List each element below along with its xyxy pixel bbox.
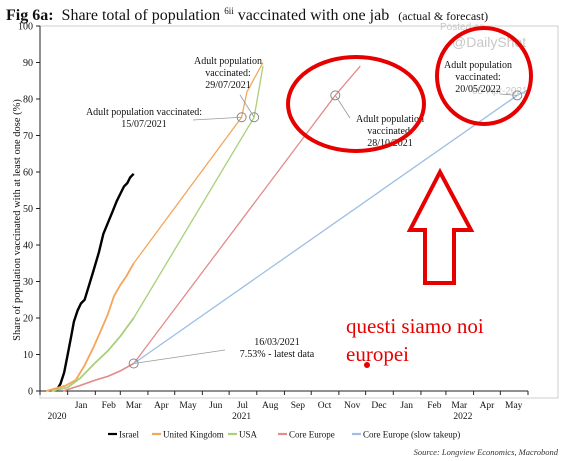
annotation-text: Adult population xyxy=(194,56,262,67)
x-year-label: 2022 xyxy=(453,412,472,422)
x-tick-label: Mar xyxy=(451,401,468,411)
annotation-marker xyxy=(330,90,341,101)
annotation-text: 29/07/2021 xyxy=(205,80,251,91)
y-tick-label: 90 xyxy=(23,58,33,69)
title-text-post: vaccinated with one jab xyxy=(238,7,390,24)
red-arrow-up xyxy=(406,167,475,285)
annotation-text: 16/03/2021 xyxy=(254,337,300,348)
x-tick-label: Nov xyxy=(344,401,361,411)
annotation-text: Adult population vaccinated: xyxy=(86,107,202,118)
red-circle-core-europe xyxy=(286,55,426,153)
y-tick-label: 80 xyxy=(23,95,33,106)
legend-label-core_europe: Core Europe xyxy=(289,430,335,440)
legend-label-israel: Israel xyxy=(119,430,139,440)
x-tick-label: Apr xyxy=(154,401,170,411)
x-tick-label: Feb xyxy=(427,401,442,411)
annotation-text: 7.53% - latest data xyxy=(240,349,315,360)
annotation-text: 15/07/2021 xyxy=(121,119,167,130)
watermark-brand: @DailyShot xyxy=(452,34,526,50)
annotation-text: vaccinated: xyxy=(205,68,251,79)
y-axis-label: Share of population vaccinated with at l… xyxy=(12,99,23,341)
title-text-pre: Share total of population xyxy=(62,7,221,24)
annotation-text: vaccinated: xyxy=(455,72,501,83)
series-actual-usa xyxy=(51,317,135,392)
annotation-leader xyxy=(499,93,518,96)
red-dot xyxy=(364,362,370,368)
x-year-label: 2021 xyxy=(232,412,251,422)
annotation-leader xyxy=(133,349,226,364)
annotation-leader xyxy=(239,94,255,118)
y-tick-label: 30 xyxy=(23,277,33,288)
annotation-leader xyxy=(334,95,351,119)
y-tick-label: 70 xyxy=(23,131,33,142)
series-layer xyxy=(45,62,529,392)
x-tick-label: Aug xyxy=(262,401,279,411)
annotation-marker xyxy=(249,112,260,123)
legend-label-uk: United Kingdom xyxy=(163,430,224,440)
x-tick-label: Sep xyxy=(291,401,306,411)
x-axis-ticks: Jan Feb Mar Apr May Jun Jul Aug Sep Oct Nov Dec Jan F… xyxy=(39,391,529,422)
handwritten-note-line1: questi siamo noi xyxy=(346,314,484,338)
legend: Israel United Kingdom USA Core Europe Core E… xyxy=(108,430,460,440)
series-line-israel xyxy=(55,172,135,392)
y-tick-label: 40 xyxy=(23,241,33,252)
y-tick-label: 20 xyxy=(23,314,33,325)
title-superscript: 6ii xyxy=(224,6,234,16)
watermark-posted: Posted on xyxy=(440,22,485,33)
title-note: (actual & forecast) xyxy=(398,9,488,23)
y-tick-label: 0 xyxy=(28,387,33,398)
y-tick-label: 10 xyxy=(23,350,33,361)
handwritten-note-line2: europei xyxy=(346,342,409,366)
series-actual-core_europe xyxy=(62,362,135,392)
x-tick-label: Oct xyxy=(318,401,332,411)
x-tick-label: Jun xyxy=(209,401,222,411)
annotation-text: vaccinated: xyxy=(367,126,413,137)
watermark-date: 05-Apr-2021 xyxy=(472,86,528,97)
legend-label-usa: USA xyxy=(239,430,258,440)
y-tick-label: 60 xyxy=(23,168,33,179)
legend-label-core_europe_slow: Core Europe (slow takeup) xyxy=(363,430,460,440)
figure-label: Fig 6a: xyxy=(6,7,54,24)
red-circle-slow-takeup xyxy=(435,26,533,126)
annotation-text: 20/05/2022 xyxy=(455,84,501,95)
series-line-core_europe_slow xyxy=(133,89,529,365)
series-actual-uk xyxy=(45,262,135,392)
annotation-text: Adult population xyxy=(444,60,512,71)
x-tick-label: Jul xyxy=(237,401,248,411)
chart-title: Fig 6a: Share total of population 6ii va… xyxy=(6,1,488,24)
annotation-text: Adult population xyxy=(356,114,424,125)
source-note: Source: Longview Economics, Macrobond xyxy=(414,447,559,457)
x-tick-label: Dec xyxy=(371,401,386,411)
annotation-leader xyxy=(192,116,242,121)
y-axis-ticks: 0 10 20 30 40 50 60 70 80 90 100 xyxy=(18,22,40,398)
annotation-marker xyxy=(128,358,139,369)
x-tick-label: May xyxy=(179,401,197,411)
x-tick-label: Jan xyxy=(75,401,88,411)
x-tick-label: Apr xyxy=(480,401,496,411)
x-tick-label: Jan xyxy=(400,401,413,411)
x-year-label: 2020 xyxy=(47,412,66,422)
x-tick-label: Feb xyxy=(102,401,117,411)
x-tick-label: Mar xyxy=(126,401,143,411)
x-tick-label: May xyxy=(505,401,523,411)
y-tick-label: 50 xyxy=(23,204,33,215)
y-tick-label: 100 xyxy=(18,22,33,33)
overlay-layer: questi siamo noi europei xyxy=(286,26,533,368)
